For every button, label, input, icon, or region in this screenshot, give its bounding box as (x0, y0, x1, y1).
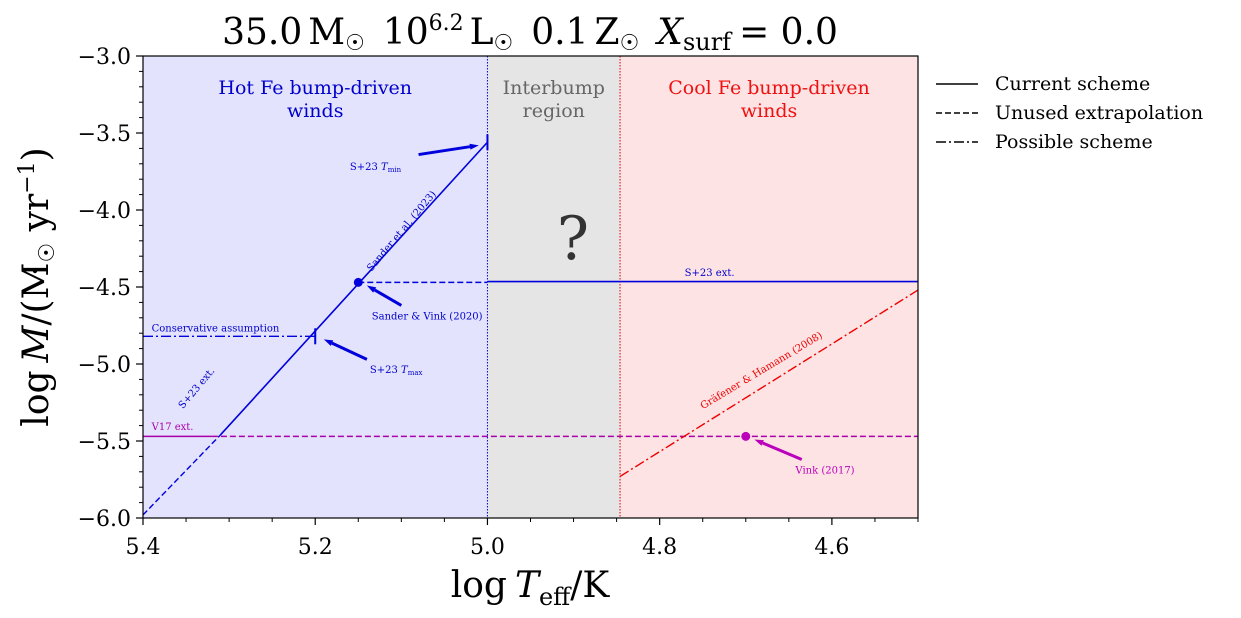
arrow-shaft-1 (373, 288, 403, 307)
arrow-head-2 (323, 339, 334, 346)
y-axis-ticks: −6.0 −5.5 −5.0 −4.5 −4.0 −3.5 −3.0 (78, 45, 143, 532)
xlabel-unit: /K (570, 565, 610, 606)
annotation-9: Vink (2017) (794, 465, 854, 476)
title-x-eq: = 0.0 (739, 12, 838, 53)
title-msun: M (308, 12, 345, 53)
data-point-1 (741, 431, 751, 441)
legend-label-0: Current scheme (995, 73, 1150, 95)
title-lum-base: 10 (383, 12, 429, 53)
xlabel-sub: eff (539, 583, 572, 611)
y-tick-label-2: −5.0 (78, 353, 131, 378)
arrow-head-0 (469, 143, 479, 150)
annotation-4: S+23 Tmax (370, 365, 423, 377)
title-zsun: Z (595, 12, 620, 53)
title-lum-exp: 6.2 (429, 11, 464, 36)
legend-label-1: Unused extrapolation (995, 102, 1203, 124)
title-x: X (654, 12, 684, 53)
wind-regions (143, 56, 918, 518)
y-tick-label-5: −3.5 (78, 122, 131, 147)
region-label-2-1: winds (741, 100, 798, 122)
annotation-3: Conservative assumption (152, 324, 280, 335)
series-lines (142, 141, 919, 516)
ylabel-close: ) (16, 147, 57, 161)
y-tick-label-6: −3.0 (78, 45, 131, 70)
annotation-0: S+23 Tmin (350, 162, 402, 174)
annotation-6: S+23 ext. (685, 268, 735, 279)
region-label-0-1: winds (287, 100, 344, 122)
arrow-shaft-3 (762, 441, 803, 461)
xlabel-log: log (451, 565, 507, 606)
x-axis-ticks: 5.4 5.2 5.0 4.8 4.6 (126, 518, 919, 560)
series-line-7 (619, 289, 919, 478)
x-tick-label-0: 5.4 (126, 535, 161, 560)
xlabel-T: T (515, 565, 542, 606)
title-x-sub: surf (683, 28, 733, 56)
title-mass: 35.0 (222, 12, 302, 53)
markers (314, 134, 751, 441)
region-label-0-0: Hot Fe bump-driven (218, 77, 412, 99)
region-1 (487, 56, 621, 518)
series-line-0 (219, 141, 489, 436)
arrow-head-3 (754, 439, 764, 446)
x-axis-label: log Teff/K (451, 565, 611, 611)
region-label-1-1: region (523, 100, 585, 122)
ylabel-exp: −1 (15, 161, 40, 193)
chart-title: 35.0 M☉ 106.2 L☉ 0.1 Z☉ Xsurf = 0.0 (222, 11, 838, 56)
region-label-2-0: Cool Fe bump-driven (668, 77, 870, 99)
title-sun-symbol-1: ☉ (345, 31, 365, 56)
region-boundaries (486, 56, 621, 518)
y-tick-label-1: −5.5 (78, 430, 131, 455)
y-tick-label-4: −4.0 (78, 199, 131, 224)
ylabel-yr: yr (16, 193, 57, 243)
question-mark: ? (557, 204, 589, 274)
x-tick-label-4: 4.6 (814, 535, 849, 560)
region-2 (620, 56, 918, 518)
region-labels: Hot Fe bump-drivenwindsInterbumpregionCo… (218, 77, 869, 122)
arrow-shaft-2 (331, 341, 368, 361)
x-tick-label-3: 4.8 (642, 535, 677, 560)
ylabel-mdot (32, 268, 38, 274)
title-sun-symbol-3: ☉ (620, 31, 640, 56)
ylabel-sun: ☉ (35, 243, 60, 263)
region-label-1-0: Interbump (503, 77, 605, 99)
x-tick-label-1: 5.2 (298, 535, 333, 560)
arrow-shaft-0 (418, 145, 471, 157)
title-metal: 0.1 (531, 12, 588, 53)
y-tick-label-0: −6.0 (78, 507, 131, 532)
ylabel-log: log (16, 370, 57, 426)
region-0 (143, 56, 488, 518)
legend: Current scheme Unused extrapolation Possib… (936, 73, 1203, 153)
y-tick-label-3: −4.5 (78, 276, 131, 301)
title-lsun: L (470, 12, 494, 53)
legend-label-2: Possible scheme (995, 131, 1153, 153)
ylabel-M: M (16, 324, 57, 363)
data-point-0 (353, 277, 363, 287)
series-line-1 (142, 434, 222, 516)
annotation-7: V17 ext. (151, 422, 194, 433)
title-sun-symbol-2: ☉ (494, 31, 514, 56)
y-axis-label: log M/(M☉ yr−1) (15, 147, 60, 426)
annotation-2: Sander & Vink (2020) (372, 311, 483, 322)
arrow-head-1 (366, 285, 377, 293)
ylabel-mid: /(M (16, 263, 57, 326)
x-tick-label-2: 5.0 (470, 535, 505, 560)
annotation-arrows (323, 143, 803, 461)
